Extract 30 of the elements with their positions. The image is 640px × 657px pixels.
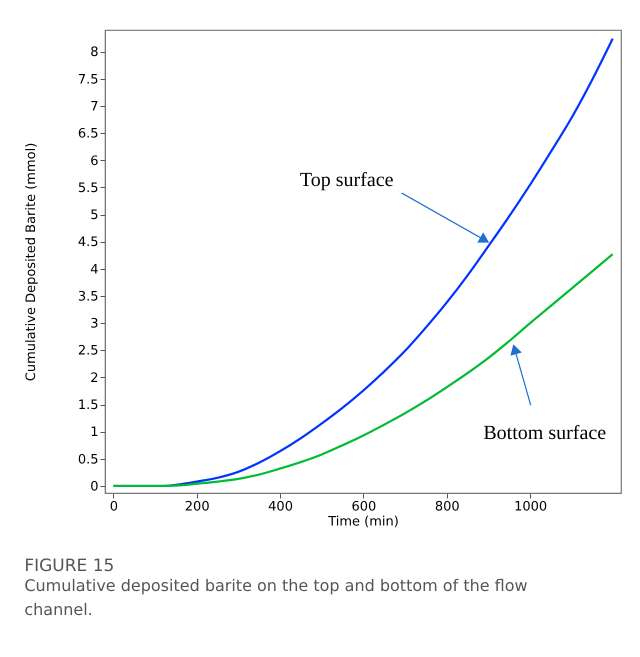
x-tick-label: 200 (184, 500, 210, 514)
text: Cumulative deposited barite on the top and bottom of the flow channel. (24, 576, 528, 619)
x-tick-label: 1000 (514, 500, 548, 514)
y-tick-label: 6 (90, 154, 98, 169)
y-tick-label: 4 (90, 262, 98, 278)
y-tick-label: 5.5 (78, 180, 98, 196)
annotation: Bottom surface (483, 422, 606, 444)
y-tick-label: 7.5 (78, 72, 98, 88)
y-tick-label: 5 (90, 208, 98, 224)
y-tick-label: 8 (90, 45, 98, 60)
line-series (112, 253, 614, 488)
x-axis-title: Time (min) (327, 514, 399, 530)
x-tick-label: 0 (110, 500, 118, 514)
y-tick-label: 0 (90, 479, 98, 494)
y-tick-label: 1.5 (78, 398, 98, 414)
x-tick-label: 800 (434, 500, 460, 514)
annotation: Top surface (300, 169, 394, 192)
y-tick-label: 2 (90, 370, 98, 386)
y-tick-label: 1 (90, 425, 98, 440)
y-tick-label: 0.5 (78, 452, 98, 468)
y-tick-label: 3.5 (78, 289, 98, 304)
y-tick-label: 2.5 (78, 344, 98, 359)
y-tick-label: 7 (90, 99, 98, 114)
y-axis-title: Cumulative Deposited Barite (mmol) (24, 142, 39, 382)
y-tick-label: 6.5 (78, 126, 98, 142)
y-tick-label: 4.5 (78, 235, 98, 250)
text: FIGURE 15 (24, 556, 114, 576)
x-tick-label: 400 (268, 500, 293, 514)
x-tick-label: 600 (352, 500, 376, 514)
y-tick-label: 3 (90, 316, 98, 332)
